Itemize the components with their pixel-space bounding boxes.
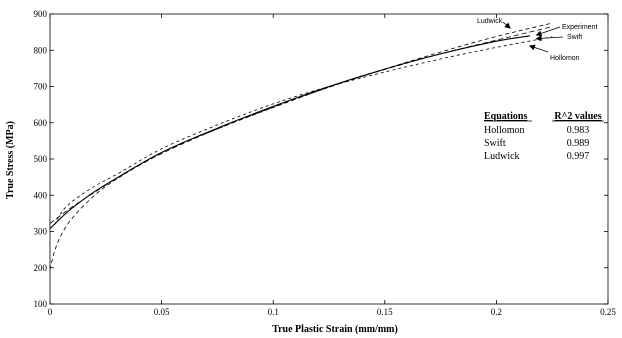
- annotation-experiment: Experiment: [562, 24, 597, 31]
- annotation-hollomon: Hollomon: [550, 55, 580, 62]
- table-header-r2: R^2 values: [554, 111, 601, 122]
- y-tick-label: 200: [34, 263, 48, 273]
- series-line-experiment: [49, 35, 530, 229]
- y-tick-label: 300: [34, 227, 48, 237]
- y-tick-label: 500: [34, 154, 48, 164]
- x-tick-label: 0.05: [154, 307, 170, 317]
- y-tick-label: 700: [34, 82, 48, 92]
- annotation-swift: Swift: [567, 34, 582, 41]
- annotation-arrow-swift: [535, 35, 564, 42]
- x-tick-label: 0.2: [491, 307, 502, 317]
- table-cell-equation: Ludwick: [484, 151, 520, 162]
- table-header-equations: Equations: [484, 111, 527, 122]
- series-line-swift: [49, 26, 553, 224]
- plot-frame: [49, 13, 609, 305]
- table-cell-equation: Swift: [484, 138, 506, 149]
- plot-border: [49, 13, 609, 305]
- y-tick-label: 100: [34, 299, 48, 309]
- x-tick-label: 0.1: [268, 307, 279, 317]
- curve-annotations: Ludwick Experiment Swift Hollomon: [477, 18, 597, 62]
- x-axis-title: True Plastic Strain (mm/mm): [272, 324, 398, 335]
- series-lines: [49, 22, 553, 270]
- annotation-arrow-hollomon: [528, 44, 549, 53]
- table-cell-r2: 0.989: [567, 138, 590, 149]
- tick-marks: [49, 13, 609, 305]
- r2-table: Equations R^2 values Hollomon 0.983 Swift 0.9…: [484, 111, 604, 162]
- annotation-arrow-ludwick: [502, 21, 511, 29]
- table-cell-r2: 0.983: [567, 125, 590, 136]
- y-tick-label: 900: [34, 9, 48, 19]
- y-axis-title: True Stress (MPa): [5, 121, 16, 199]
- table-cell-equation: Hollomon: [484, 125, 525, 136]
- annotation-arrow-experiment: [535, 26, 561, 37]
- x-tick-label: 0.15: [377, 307, 393, 317]
- series-line-ludwick: [49, 22, 553, 270]
- y-tick-label: 600: [34, 118, 48, 128]
- series-line-hollomon: [54, 36, 553, 226]
- y-tick-label: 400: [34, 190, 48, 200]
- x-tick-label: 0.25: [600, 307, 616, 317]
- y-tick-label: 800: [34, 45, 48, 55]
- table-cell-r2: 0.997: [567, 151, 590, 162]
- x-tick-label: 0: [48, 307, 53, 317]
- annotation-ludwick: Ludwick: [477, 18, 503, 25]
- tick-labels: 0 0.05 0.1 0.15 0.2 0.25 100 200 300 400 500 600 700…: [34, 9, 617, 317]
